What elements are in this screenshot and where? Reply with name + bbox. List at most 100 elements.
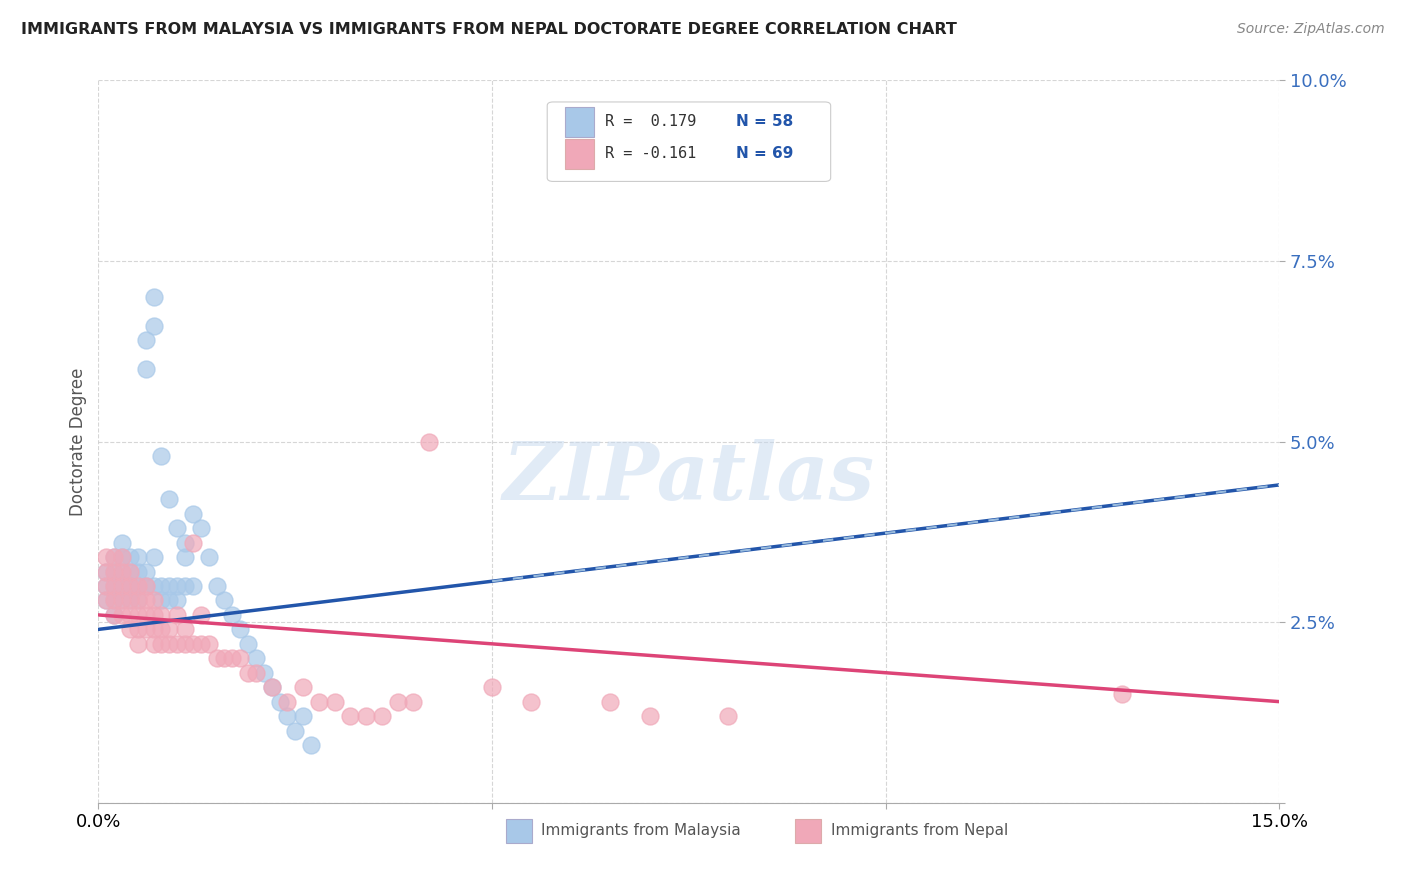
Point <box>135 623 157 637</box>
Point <box>284 723 307 738</box>
Point <box>96 579 118 593</box>
Y-axis label: Doctorate Degree: Doctorate Degree <box>69 368 87 516</box>
Point <box>135 362 157 376</box>
Point <box>157 623 180 637</box>
Point <box>96 565 118 579</box>
Point <box>229 651 252 665</box>
Point <box>111 550 134 565</box>
Point <box>103 579 125 593</box>
Point <box>103 607 125 622</box>
Point <box>103 565 125 579</box>
Point <box>103 593 125 607</box>
Point <box>157 637 180 651</box>
Point <box>142 623 165 637</box>
Point <box>387 695 409 709</box>
Point <box>142 318 165 333</box>
Text: Immigrants from Nepal: Immigrants from Nepal <box>831 822 1008 838</box>
Point <box>96 550 118 565</box>
Point <box>166 593 188 607</box>
Point <box>135 579 157 593</box>
Point <box>118 579 141 593</box>
Point <box>260 680 283 694</box>
Point <box>1111 687 1133 701</box>
Point <box>214 651 236 665</box>
Bar <box>565 139 595 169</box>
Point <box>111 607 134 622</box>
Point <box>371 709 394 723</box>
Point <box>236 665 259 680</box>
Point <box>135 607 157 622</box>
Point <box>276 709 298 723</box>
Point <box>181 579 204 593</box>
Point <box>150 623 173 637</box>
Point <box>111 565 134 579</box>
Point <box>142 550 165 565</box>
Point <box>481 680 503 694</box>
Point <box>221 607 243 622</box>
Point <box>166 579 188 593</box>
Point <box>190 607 212 622</box>
Text: R = -0.161: R = -0.161 <box>605 145 696 161</box>
Point <box>150 607 173 622</box>
Point <box>127 579 149 593</box>
Point <box>111 579 134 593</box>
Point <box>135 593 157 607</box>
Point <box>323 695 346 709</box>
Point <box>402 695 425 709</box>
Point <box>118 607 141 622</box>
Point <box>150 579 173 593</box>
Text: N = 69: N = 69 <box>737 145 793 161</box>
Point <box>118 593 141 607</box>
Text: R =  0.179: R = 0.179 <box>605 114 696 129</box>
Point <box>520 695 543 709</box>
Point <box>174 637 197 651</box>
Point <box>135 565 157 579</box>
Point <box>205 651 228 665</box>
Point <box>118 550 141 565</box>
Point <box>103 550 125 565</box>
Bar <box>565 107 595 137</box>
Point <box>111 565 134 579</box>
Point <box>142 637 165 651</box>
Point <box>96 593 118 607</box>
Point <box>205 579 228 593</box>
Point <box>111 593 134 607</box>
Text: Source: ZipAtlas.com: Source: ZipAtlas.com <box>1237 22 1385 37</box>
Point <box>103 565 125 579</box>
Text: IMMIGRANTS FROM MALAYSIA VS IMMIGRANTS FROM NEPAL DOCTORATE DEGREE CORRELATION C: IMMIGRANTS FROM MALAYSIA VS IMMIGRANTS F… <box>21 22 957 37</box>
Point <box>127 593 149 607</box>
Point <box>174 623 197 637</box>
Point <box>157 579 180 593</box>
Text: N = 58: N = 58 <box>737 114 793 129</box>
Point <box>354 709 377 723</box>
Point <box>118 565 141 579</box>
Point <box>260 680 283 694</box>
Point <box>103 593 125 607</box>
Point <box>96 579 118 593</box>
Point <box>127 550 149 565</box>
Point <box>103 550 125 565</box>
Point <box>174 535 197 549</box>
Point <box>292 709 315 723</box>
Point <box>118 565 141 579</box>
Point <box>103 579 125 593</box>
Point <box>111 535 134 549</box>
Point <box>174 550 197 565</box>
Point <box>245 651 267 665</box>
Text: ZIPatlas: ZIPatlas <box>503 439 875 516</box>
Point <box>127 623 149 637</box>
Point <box>118 623 141 637</box>
Point <box>308 695 330 709</box>
Point <box>181 637 204 651</box>
Point <box>111 593 134 607</box>
Point <box>253 665 276 680</box>
Point <box>236 637 259 651</box>
Point <box>245 665 267 680</box>
Point <box>166 521 188 535</box>
Point <box>292 680 315 694</box>
Point <box>339 709 361 723</box>
Point <box>717 709 740 723</box>
Point <box>190 521 212 535</box>
Point <box>127 579 149 593</box>
Point <box>157 593 180 607</box>
